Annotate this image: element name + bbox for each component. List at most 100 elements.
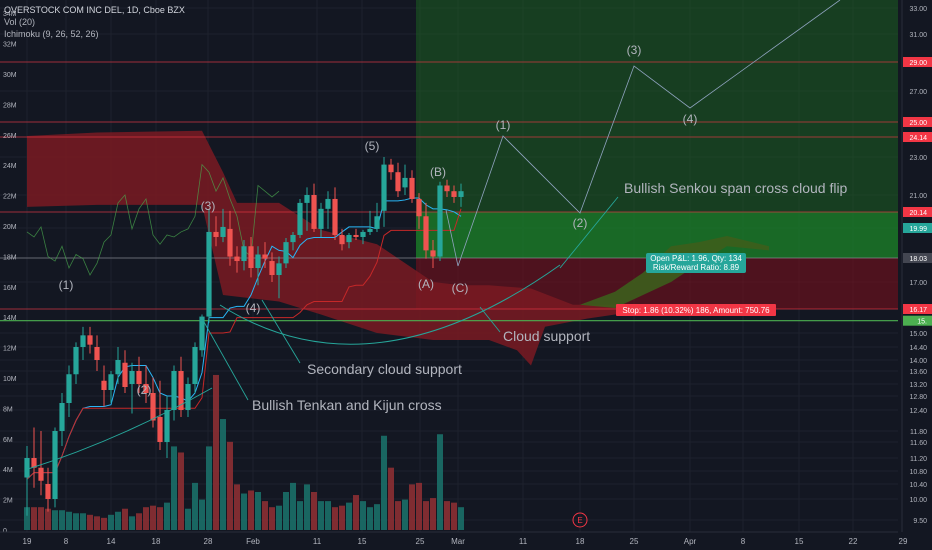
candle-body [451, 191, 457, 197]
candle[interactable] [164, 396, 170, 458]
candle[interactable] [283, 238, 289, 269]
volume-bar [402, 499, 408, 530]
price-axis-bg [902, 0, 932, 550]
candle[interactable] [402, 164, 408, 195]
candle[interactable] [360, 229, 366, 245]
candle[interactable] [115, 347, 121, 384]
earnings-circle[interactable] [572, 512, 588, 528]
price-tick-label: 27.00 [909, 89, 927, 96]
candle[interactable] [87, 326, 93, 354]
candle[interactable] [346, 232, 352, 249]
candle[interactable] [311, 183, 317, 232]
candle[interactable] [24, 446, 30, 516]
time-tick-label: Mar [451, 537, 465, 546]
candle[interactable] [31, 427, 37, 488]
candle[interactable] [80, 326, 86, 360]
candle[interactable] [374, 202, 380, 232]
candle-body [213, 231, 219, 237]
candle[interactable] [129, 362, 135, 414]
candle[interactable] [66, 365, 72, 418]
candle[interactable] [444, 179, 450, 197]
tenkan-line [26, 197, 462, 480]
candle[interactable] [388, 158, 394, 180]
candle[interactable] [94, 335, 100, 371]
candle[interactable] [458, 183, 464, 207]
annotation-secondary-support: Secondary cloud support [307, 361, 462, 377]
candle[interactable] [122, 350, 128, 393]
candle[interactable] [206, 208, 212, 323]
candle[interactable] [171, 365, 177, 421]
candle-body [31, 458, 37, 468]
candle[interactable] [297, 198, 303, 238]
candles[interactable] [24, 157, 464, 516]
green-tag [903, 315, 932, 326]
volume-bar [164, 502, 170, 530]
symbol-title[interactable]: OVERSTOCK COM INC DEL, 1D, Cboe BZX [4, 5, 185, 15]
candle[interactable] [304, 187, 310, 231]
price-tick-label: 23.00 [909, 155, 927, 162]
candle[interactable] [269, 252, 275, 282]
candle[interactable] [73, 342, 79, 384]
candle[interactable] [185, 377, 191, 418]
wave-label: (2) [573, 216, 588, 230]
candle[interactable] [290, 231, 296, 251]
candle[interactable] [213, 216, 219, 247]
candle[interactable] [192, 342, 198, 393]
candle[interactable] [220, 208, 226, 243]
candle[interactable] [339, 228, 345, 251]
wave-labels: (1) (2) (3) (4) (5) (A) (B) (C) (1) (2) (3) (4) [59, 43, 698, 397]
volume-tick-label: 28M [3, 102, 17, 109]
volume-bar [122, 508, 128, 530]
candle-body [38, 467, 44, 481]
candle[interactable] [45, 467, 51, 512]
candle[interactable] [136, 356, 142, 393]
volume-bar [283, 492, 289, 530]
candle[interactable] [178, 356, 184, 417]
candle-body [129, 371, 135, 384]
price-tag-label: 20.14 [909, 210, 927, 217]
candle[interactable] [409, 170, 415, 203]
price-tag-label: 29.00 [909, 60, 927, 67]
candle[interactable] [353, 228, 359, 241]
candle-body [227, 228, 233, 257]
candle[interactable] [430, 240, 436, 269]
candle[interactable] [367, 210, 373, 235]
volume-bar [66, 511, 72, 530]
candle[interactable] [381, 157, 387, 227]
candle[interactable] [234, 246, 240, 273]
price-tick-label: 15.00 [909, 331, 927, 338]
candle[interactable] [255, 246, 261, 286]
candle[interactable] [262, 242, 268, 269]
pnl-box [646, 253, 746, 273]
candle[interactable] [437, 181, 443, 262]
candle[interactable] [38, 431, 44, 496]
candle[interactable] [199, 314, 205, 357]
candle[interactable] [101, 365, 107, 407]
candle[interactable] [423, 202, 429, 259]
candle[interactable] [318, 202, 324, 237]
candle[interactable] [143, 365, 149, 404]
wave-projection [457, 0, 841, 267]
candle[interactable] [416, 193, 422, 229]
candle[interactable] [332, 187, 338, 241]
indicator-ichimoku[interactable]: Ichimoku (9, 26, 52, 26) [4, 29, 99, 39]
price-tag [903, 57, 932, 67]
candle-body [339, 234, 345, 245]
candle[interactable] [395, 162, 401, 197]
candle[interactable] [227, 210, 233, 266]
volume-bar [31, 507, 37, 530]
candle[interactable] [52, 427, 58, 508]
candle[interactable] [241, 240, 247, 271]
candle[interactable] [325, 191, 331, 229]
volume-tick-label: 12M [3, 346, 17, 353]
earnings-marker[interactable]: E [572, 512, 588, 528]
candle[interactable] [108, 371, 114, 403]
indicator-volume[interactable]: Vol (20) [4, 17, 36, 27]
candle[interactable] [248, 236, 254, 278]
volume-bar [262, 501, 268, 530]
candle[interactable] [276, 256, 282, 299]
candle[interactable] [451, 185, 457, 203]
candle[interactable] [59, 393, 65, 446]
time-tick-label: 15 [358, 537, 367, 546]
